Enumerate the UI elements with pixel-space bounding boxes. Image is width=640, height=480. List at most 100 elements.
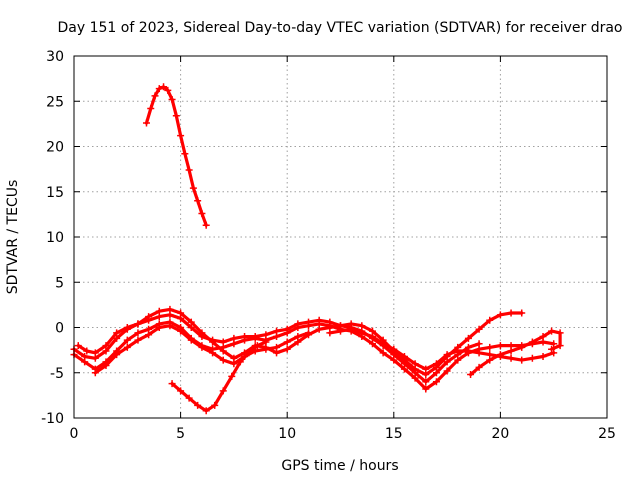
data-point [550,349,558,357]
data-point [432,360,440,368]
data-point [467,371,475,379]
data-point [422,365,430,373]
data-point [185,166,193,174]
data-point [113,351,121,359]
data-point [528,354,536,362]
data-point [454,347,462,355]
y-tick-label: 30 [46,49,64,65]
data-point [251,347,259,355]
data-point [168,95,176,103]
data-point [390,356,398,364]
data-point [507,354,515,362]
data-point [185,394,193,402]
data-point [194,197,202,205]
data-point [518,343,526,351]
data-point [155,324,163,331]
data-point [241,336,249,344]
grid [74,56,607,418]
data-point [294,333,302,341]
data-point [464,347,472,355]
data-point [273,333,281,341]
data-point [91,369,99,377]
data-point [219,356,227,364]
x-tick-label: 15 [385,426,403,442]
x-tick-label: 20 [491,426,509,442]
data-point [358,322,366,330]
data-point [160,83,168,91]
data-point [379,349,387,357]
x-axis-ticks: 0 5 10 15 20 25 [70,56,616,442]
data-point [496,342,504,350]
data-point [464,334,472,342]
x-tick-label: 25 [598,426,616,442]
data-point [113,329,121,337]
data-point [219,347,227,355]
data-point [507,309,515,317]
data-point [83,347,91,355]
data-point [74,342,82,350]
data-point [337,327,344,335]
data-point [305,329,313,337]
data-point [486,316,494,324]
data-point [548,345,556,353]
data-point [145,313,153,321]
data-point [347,325,355,333]
data-point [209,349,217,357]
data-point [134,329,142,337]
y-tick-label: 5 [55,275,64,291]
data-point [228,372,236,380]
data-point [400,352,408,360]
data-point [475,325,483,333]
data-point [189,184,197,192]
data-point [177,327,185,335]
data-point [172,112,180,120]
data-point [219,387,227,395]
data-point [550,340,558,348]
data-point [283,338,291,346]
data-point [556,329,564,337]
y-tick-label: 15 [46,185,64,201]
data-point [496,311,504,319]
trace-low-dip [170,340,268,413]
data-point [198,209,206,217]
data-point [164,86,172,94]
data-series [70,83,564,415]
data-point [368,340,376,348]
data-point [142,119,150,127]
data-point [241,352,249,360]
data-point [177,387,185,395]
y-tick-label: -10 [41,411,64,427]
data-point [166,305,174,313]
data-point [518,356,526,364]
data-point [123,343,131,351]
data-point [315,325,323,333]
data-point [168,380,176,388]
y-tick-label: -5 [50,366,64,382]
x-tick-label: 10 [278,426,296,442]
data-point [411,374,419,382]
data-point [91,349,99,357]
data-point [294,324,302,331]
data-point [151,92,159,100]
data-point [102,362,110,370]
data-point [368,333,376,341]
data-point [454,356,462,364]
data-point [134,336,142,344]
data-point [548,327,556,335]
data-point [507,347,515,355]
data-point [230,360,238,368]
data-point [202,407,210,415]
data-point [539,352,547,360]
data-point [177,309,185,317]
data-point [155,85,163,93]
data-point [475,363,483,371]
data-point [187,318,195,326]
data-point [134,320,142,328]
data-point [209,338,217,346]
data-point [177,132,185,140]
data-point [539,333,547,341]
data-point [422,385,430,393]
data-point [262,345,270,353]
data-point [326,329,334,337]
